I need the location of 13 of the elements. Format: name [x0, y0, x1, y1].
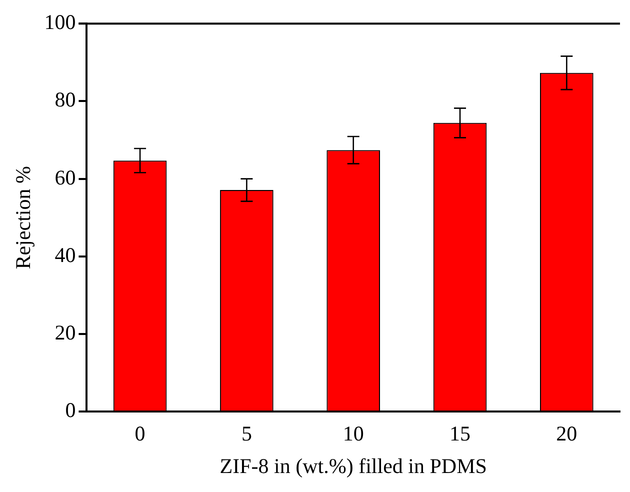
y-tick-label: 0 [65, 398, 76, 422]
x-tick-label: 20 [556, 422, 578, 446]
y-tick-label: 20 [54, 320, 76, 345]
y-tick-label: 40 [54, 242, 76, 267]
x-tick-label: 0 [134, 422, 146, 446]
x-axis-title: ZIF-8 in (wt.%) filled in PDMS [220, 454, 487, 478]
y-tick-label: 80 [54, 88, 76, 112]
x-tick-label: 10 [342, 422, 364, 446]
x-tick-label: 15 [450, 422, 471, 446]
y-axis-title: Rejection % [11, 166, 36, 270]
y-tick-label: 60 [54, 165, 76, 190]
y-tick-label: 100 [44, 10, 76, 34]
x-tick-label: 5 [241, 422, 252, 446]
